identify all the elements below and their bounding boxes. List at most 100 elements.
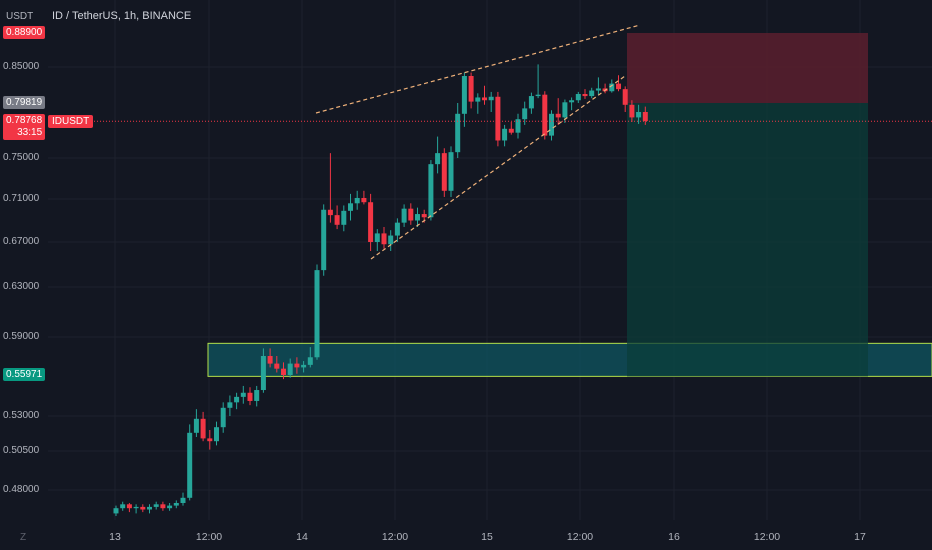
candle-body bbox=[287, 363, 293, 375]
candle-body bbox=[569, 100, 575, 103]
time-axis-label: 15 bbox=[481, 531, 493, 543]
candle-body bbox=[455, 113, 461, 153]
symbol-title[interactable]: ID / TetherUS, 1h, BINANCE bbox=[52, 10, 192, 22]
price-axis-label: 0.63000 bbox=[3, 281, 40, 292]
time-axis-label: 12:00 bbox=[195, 531, 223, 543]
candle-body bbox=[214, 427, 219, 442]
last-price-value: 0.78768 bbox=[6, 115, 43, 126]
candle-body bbox=[120, 504, 126, 509]
candle-body bbox=[495, 96, 501, 141]
time-axis-label: 12:00 bbox=[753, 531, 781, 543]
price-axis-label: 0.53000 bbox=[3, 410, 40, 421]
candle-body bbox=[575, 94, 581, 101]
candle-body bbox=[616, 83, 621, 90]
candle-body bbox=[502, 128, 508, 141]
candle-body bbox=[247, 392, 253, 401]
symbol-tag: IDUSDT bbox=[48, 115, 94, 128]
candle-body bbox=[167, 505, 173, 509]
price-axis-label: 0.50500 bbox=[3, 445, 40, 456]
candle-body bbox=[180, 497, 186, 503]
candle-body bbox=[361, 197, 367, 203]
time-axis-label: 16 bbox=[668, 531, 680, 543]
candle-body bbox=[441, 153, 447, 191]
candle-body bbox=[354, 197, 360, 204]
candle-body bbox=[482, 97, 487, 101]
candle-body bbox=[394, 222, 400, 236]
stop-loss-zone bbox=[627, 33, 868, 103]
candle-body bbox=[200, 418, 206, 439]
candle-body bbox=[461, 76, 467, 114]
candle-body bbox=[381, 233, 387, 245]
candle-body bbox=[314, 270, 320, 358]
candle-body bbox=[281, 368, 286, 375]
candle-body bbox=[341, 210, 347, 225]
candle-body bbox=[274, 363, 280, 369]
candle-body bbox=[374, 233, 380, 242]
candle-body bbox=[488, 96, 494, 101]
candle-body bbox=[193, 418, 199, 433]
candle-body bbox=[160, 504, 166, 509]
candle-body bbox=[153, 504, 159, 507]
candle-body bbox=[542, 94, 548, 136]
price-axis-label: 0.85000 bbox=[3, 61, 40, 72]
time-axis-label: 14 bbox=[296, 531, 308, 543]
candle-body bbox=[227, 402, 233, 408]
candle-body bbox=[294, 363, 300, 368]
countdown-timer: 33:15 bbox=[17, 127, 43, 138]
candle-body bbox=[555, 113, 561, 118]
candle-body bbox=[435, 153, 441, 165]
candle-body bbox=[421, 214, 427, 218]
candle-body bbox=[522, 108, 528, 120]
candle-body bbox=[428, 164, 434, 218]
take-profit-zone bbox=[627, 103, 868, 377]
currency-label: USDT bbox=[6, 11, 34, 22]
candle-body bbox=[535, 94, 541, 97]
candle-body bbox=[415, 214, 420, 221]
candle-body bbox=[207, 438, 213, 442]
candle-body bbox=[234, 396, 240, 403]
candle-body bbox=[642, 112, 648, 121]
candle-body bbox=[126, 504, 132, 509]
candle-body bbox=[220, 407, 226, 428]
candle-body bbox=[515, 119, 521, 133]
price-axis-label: 0.67000 bbox=[3, 236, 40, 247]
candle-body bbox=[448, 152, 454, 191]
lower-trendline bbox=[370, 75, 626, 260]
candle-body bbox=[589, 90, 595, 97]
candle-body bbox=[133, 506, 139, 509]
candle-body bbox=[187, 432, 193, 498]
candle-body bbox=[595, 88, 601, 91]
last-price-badge: 0.78768 33:15 bbox=[3, 114, 46, 140]
candle-body bbox=[334, 215, 340, 225]
candle-body bbox=[173, 503, 179, 506]
stop-price-badge: 0.88900 bbox=[3, 26, 46, 39]
candle-body bbox=[348, 203, 353, 211]
candle-body bbox=[528, 96, 534, 109]
candle-body bbox=[260, 356, 266, 391]
candle-body bbox=[622, 89, 628, 105]
candle-body bbox=[408, 208, 414, 221]
candle-body bbox=[240, 392, 246, 397]
candle-body bbox=[113, 508, 119, 514]
candle-body bbox=[254, 390, 260, 401]
candle-body bbox=[562, 102, 568, 118]
price-axis-label: 0.71000 bbox=[3, 193, 40, 204]
candle-body bbox=[267, 356, 273, 364]
candle-body bbox=[321, 209, 327, 271]
timezone-icon[interactable]: Z bbox=[20, 532, 27, 543]
price-axis-label: 0.59000 bbox=[3, 331, 40, 342]
candle-body bbox=[582, 94, 588, 97]
time-axis-label: 17 bbox=[854, 531, 866, 543]
candle-body bbox=[368, 202, 374, 242]
time-axis-label: 13 bbox=[109, 531, 121, 543]
candle-body bbox=[307, 357, 313, 365]
candle-body bbox=[629, 104, 635, 118]
candle-body bbox=[140, 506, 146, 510]
candle-body bbox=[636, 112, 642, 118]
time-axis-label: 12:00 bbox=[381, 531, 409, 543]
time-axis-label: 12:00 bbox=[566, 531, 594, 543]
high-price-badge: 0.79819 bbox=[3, 96, 46, 109]
candle-body bbox=[147, 506, 152, 510]
